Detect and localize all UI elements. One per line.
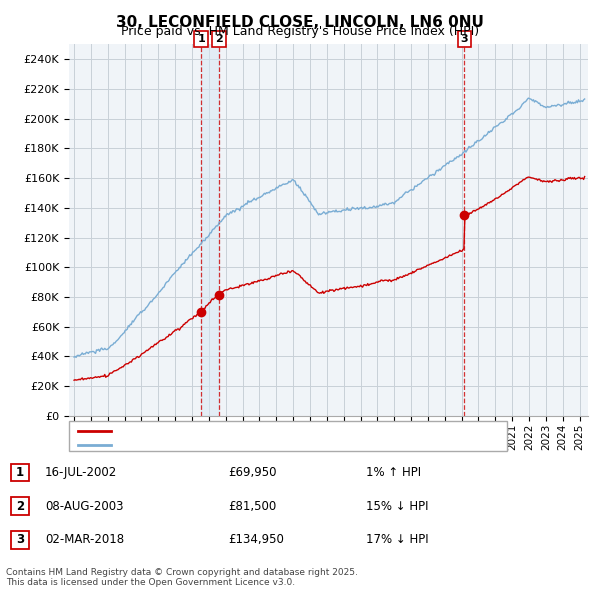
Text: 15% ↓ HPI: 15% ↓ HPI bbox=[366, 500, 428, 513]
Text: 30, LECONFIELD CLOSE, LINCOLN, LN6 0NU (semi-detached house): 30, LECONFIELD CLOSE, LINCOLN, LN6 0NU (… bbox=[117, 427, 467, 437]
Text: £81,500: £81,500 bbox=[228, 500, 276, 513]
Text: 08-AUG-2003: 08-AUG-2003 bbox=[45, 500, 124, 513]
Text: 30, LECONFIELD CLOSE, LINCOLN, LN6 0NU: 30, LECONFIELD CLOSE, LINCOLN, LN6 0NU bbox=[116, 15, 484, 30]
Bar bbox=[201, 44, 219, 416]
Text: 02-MAR-2018: 02-MAR-2018 bbox=[45, 533, 124, 546]
Text: 1: 1 bbox=[16, 466, 24, 479]
Text: Price paid vs. HM Land Registry's House Price Index (HPI): Price paid vs. HM Land Registry's House … bbox=[121, 25, 479, 38]
Text: 17% ↓ HPI: 17% ↓ HPI bbox=[366, 533, 428, 546]
Text: 1: 1 bbox=[197, 34, 205, 44]
Text: £134,950: £134,950 bbox=[228, 533, 284, 546]
Text: 3: 3 bbox=[461, 34, 468, 44]
Text: 3: 3 bbox=[16, 533, 24, 546]
Text: 2: 2 bbox=[16, 500, 24, 513]
Text: £69,950: £69,950 bbox=[228, 466, 277, 479]
Text: Contains HM Land Registry data © Crown copyright and database right 2025.
This d: Contains HM Land Registry data © Crown c… bbox=[6, 568, 358, 587]
Text: 16-JUL-2002: 16-JUL-2002 bbox=[45, 466, 117, 479]
Text: 1% ↑ HPI: 1% ↑ HPI bbox=[366, 466, 421, 479]
Text: 2: 2 bbox=[215, 34, 223, 44]
Text: HPI: Average price, semi-detached house, Lincoln: HPI: Average price, semi-detached house,… bbox=[117, 440, 376, 450]
